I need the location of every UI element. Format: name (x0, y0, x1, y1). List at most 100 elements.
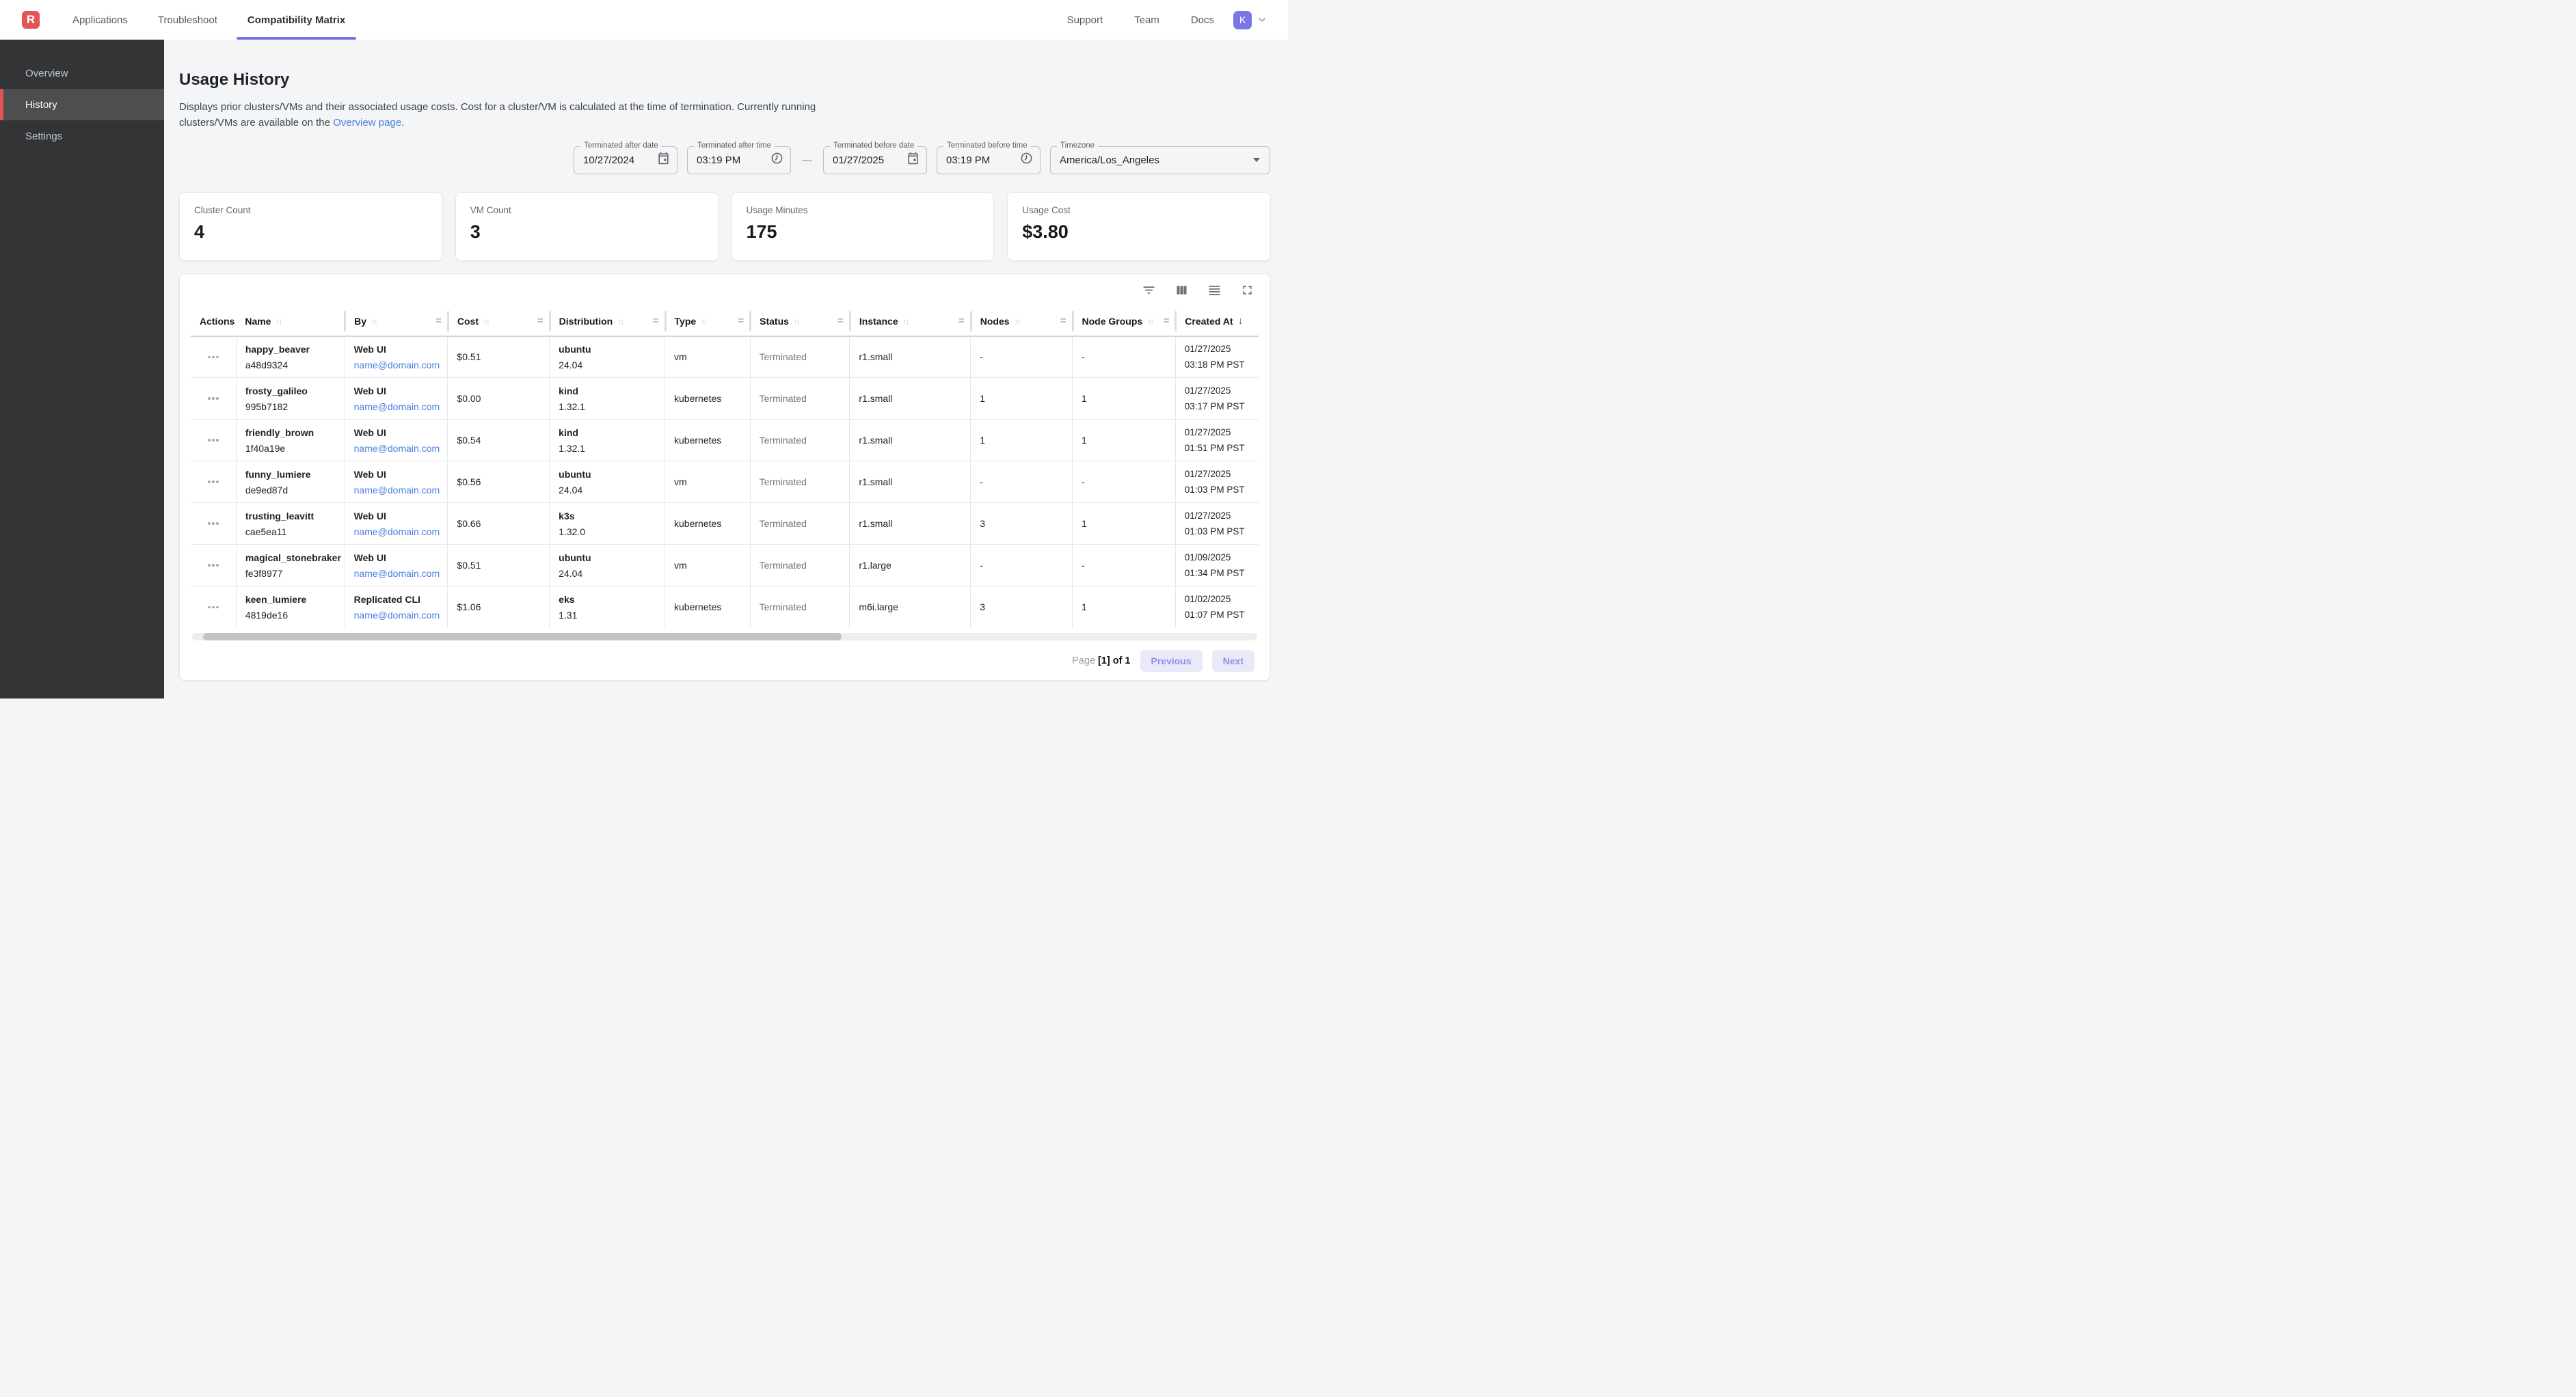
sort-icon[interactable]: ↑↓ (902, 316, 910, 326)
column-resize-handle[interactable] (344, 310, 347, 331)
column-resize-handle[interactable] (1175, 310, 1177, 331)
cost-value: $0.56 (457, 476, 481, 487)
column-label[interactable]: By (354, 315, 367, 327)
sort-icon[interactable]: ↑↓ (276, 316, 282, 326)
column-resize-handle[interactable] (1071, 310, 1074, 331)
distribution-version: 1.32.0 (559, 526, 586, 537)
usage-history-table: Actions Name ↑↓ By ↑↓ = Cost ↑↓ = Distribution ↑↓ =… (191, 306, 1259, 628)
cluster-id: fe3f8977 (245, 567, 283, 579)
density-icon[interactable] (1207, 283, 1222, 297)
sort-icon[interactable]: ↑↓ (793, 316, 801, 326)
column-resize-handle[interactable] (749, 310, 752, 331)
creator-email[interactable]: name@domain.com (353, 442, 440, 454)
column-label[interactable]: Instance (859, 315, 898, 327)
column-label[interactable]: Name (245, 315, 271, 327)
sidebar: Overview History Settings (0, 40, 164, 698)
creator-email[interactable]: name@domain.com (353, 609, 440, 621)
filter-icon[interactable] (1142, 283, 1156, 297)
column-drag-handle[interactable]: = (738, 315, 744, 327)
row-actions-button[interactable] (200, 564, 227, 567)
created-by: Web UI (353, 468, 386, 480)
column-label[interactable]: Type (674, 315, 697, 327)
nav-tab-compatibility-matrix[interactable]: Compatibility Matrix (236, 0, 357, 40)
fullscreen-icon[interactable] (1240, 283, 1255, 297)
status-value: Terminated (759, 435, 807, 446)
top-nav: R Applications Troubleshoot Compatibilit… (0, 0, 1288, 40)
column-resize-handle[interactable] (848, 310, 851, 331)
sort-icon[interactable]: ↑↓ (483, 316, 490, 326)
column-label[interactable]: Node Groups (1082, 315, 1143, 327)
sort-icon[interactable]: ↑↓ (701, 316, 708, 326)
nodes-value: - (980, 351, 983, 363)
distribution-version: 24.04 (559, 567, 583, 579)
nav-tab-troubleshoot[interactable]: Troubleshoot (157, 14, 217, 26)
row-actions-button[interactable] (200, 439, 227, 442)
creator-email[interactable]: name@domain.com (353, 359, 440, 370)
horizontal-scrollbar-track[interactable] (192, 632, 1257, 640)
column-drag-handle[interactable]: = (537, 315, 544, 327)
horizontal-scrollbar-thumb[interactable] (202, 632, 842, 640)
row-actions-button[interactable] (200, 397, 227, 400)
table-row: frosty_galileo 995b7182 Web UI name@domain… (191, 377, 1259, 420)
row-actions-button[interactable] (200, 522, 227, 525)
instance-value: r1.small (859, 351, 893, 363)
column-drag-handle[interactable]: = (1060, 315, 1066, 327)
column-resize-handle[interactable] (446, 310, 449, 331)
terminated-after-time-input[interactable]: Terminated after time 03:19 PM (687, 141, 791, 174)
avatar[interactable]: K (1233, 10, 1252, 29)
replicated-logo[interactable]: R (22, 11, 40, 29)
terminated-before-time-input[interactable]: Terminated before time 03:19 PM (937, 141, 1041, 174)
row-actions-button[interactable] (200, 606, 227, 608)
sort-icon[interactable]: ↑↓ (1014, 316, 1021, 326)
columns-icon[interactable] (1175, 283, 1189, 297)
terminated-before-date-input[interactable]: Terminated before date 01/27/2025 (823, 141, 927, 174)
column-label[interactable]: Cost (457, 315, 479, 327)
column-resize-handle[interactable] (664, 310, 667, 331)
previous-page-button[interactable]: Previous (1140, 649, 1203, 672)
sidebar-item-overview[interactable]: Overview (25, 67, 68, 79)
column-drag-handle[interactable]: = (1163, 315, 1170, 327)
sidebar-item-history[interactable]: History (0, 89, 164, 120)
chevron-down-icon[interactable] (1257, 14, 1267, 25)
column-drag-handle[interactable]: = (837, 315, 844, 327)
distribution-name: ubuntu (559, 552, 591, 563)
column-label[interactable]: Created At (1185, 315, 1233, 327)
column-drag-handle[interactable]: = (958, 315, 965, 327)
distribution-version: 1.32.1 (559, 401, 586, 412)
row-actions-button[interactable] (200, 355, 227, 358)
column-resize-handle[interactable] (548, 310, 551, 331)
nav-link-docs[interactable]: Docs (1190, 14, 1214, 26)
column-label[interactable]: Status (760, 315, 789, 327)
column-header-instance: Instance ↑↓ = (848, 306, 971, 337)
calendar-icon[interactable] (657, 152, 670, 168)
table-toolbar (191, 274, 1259, 307)
clock-icon[interactable] (1020, 152, 1033, 168)
clock-icon[interactable] (770, 152, 783, 168)
creator-email[interactable]: name@domain.com (353, 526, 440, 537)
column-resize-handle[interactable] (969, 310, 972, 331)
row-actions-button[interactable] (200, 480, 227, 483)
sort-desc-icon[interactable]: ↓ (1237, 315, 1244, 327)
column-drag-handle[interactable]: = (435, 315, 442, 327)
creator-email[interactable]: name@domain.com (353, 567, 440, 579)
column-label[interactable]: Distribution (559, 315, 613, 327)
overview-page-link[interactable]: Overview page (333, 117, 402, 129)
nodes-value: 3 (980, 601, 986, 613)
sidebar-item-settings[interactable]: Settings (25, 130, 63, 142)
sort-icon[interactable]: ↑↓ (371, 316, 378, 326)
description-text: Displays prior clusters/VMs and their as… (179, 101, 816, 129)
column-drag-handle[interactable]: = (652, 315, 659, 327)
sort-icon[interactable]: ↑↓ (1147, 316, 1154, 326)
timezone-select[interactable]: Timezone America/Los_Angeles (1050, 141, 1270, 174)
nav-tab-applications[interactable]: Applications (72, 14, 128, 26)
sort-icon[interactable]: ↑↓ (617, 316, 624, 326)
calendar-icon[interactable] (907, 152, 920, 168)
stat-cards: Cluster Count 4 VM Count 3 Usage Minutes… (179, 191, 1270, 261)
terminated-after-date-input[interactable]: Terminated after date 10/27/2024 (574, 141, 677, 174)
creator-email[interactable]: name@domain.com (353, 401, 440, 412)
next-page-button[interactable]: Next (1211, 649, 1255, 672)
nav-link-team[interactable]: Team (1134, 14, 1159, 26)
creator-email[interactable]: name@domain.com (353, 484, 440, 496)
nav-link-support[interactable]: Support (1066, 14, 1103, 26)
column-label[interactable]: Nodes (980, 315, 1010, 327)
